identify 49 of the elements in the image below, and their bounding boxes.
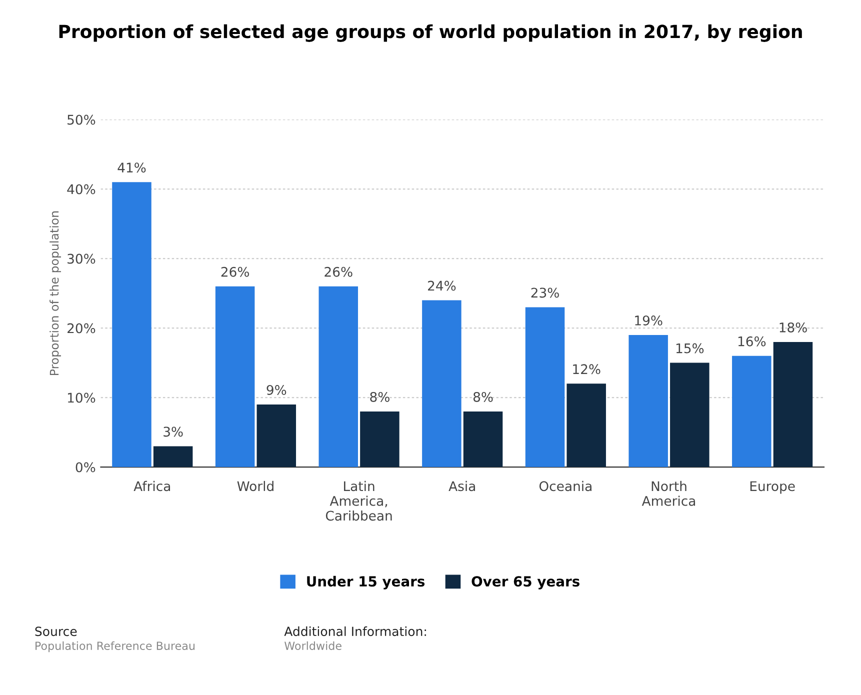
x-tick-label: Latin America, Caribbean: [326, 480, 392, 521]
text: Worldwide: [284, 641, 342, 650]
chart-title: Proportion of selected age groups of world population in 2017, by region: [59, 24, 802, 42]
bar: [112, 182, 152, 468]
bar: [566, 384, 606, 468]
x-tick-label: Oceania: [539, 480, 592, 492]
bar: [628, 334, 668, 468]
bar: [773, 342, 813, 468]
data-label: 24%: [428, 280, 456, 291]
data-label: 8%: [473, 392, 493, 402]
data-label: 15%: [676, 343, 704, 354]
y-tick-label: 10%: [68, 392, 96, 403]
bar: [422, 300, 462, 468]
data-label: 12%: [573, 364, 600, 374]
x-tick-label: World: [237, 480, 274, 492]
y-axis-title: Proportion of the population: [50, 211, 61, 375]
x-tick-label: North America: [642, 480, 696, 506]
bar: [463, 411, 503, 468]
bar: [318, 286, 358, 468]
data-label: 16%: [738, 336, 766, 346]
data-label: 19%: [635, 316, 662, 326]
y-tick-label: 30%: [68, 254, 96, 264]
bar: [670, 362, 710, 468]
text: Additional Information:: [284, 626, 426, 636]
data-label: 9%: [266, 385, 286, 395]
data-label: 18%: [780, 322, 807, 332]
bar: [256, 404, 296, 468]
data-label: 26%: [324, 266, 352, 277]
x-tick-label: Europe: [750, 481, 795, 494]
text: Population Reference Bureau: [36, 641, 194, 652]
bar: [153, 446, 193, 468]
data-label: 23%: [531, 288, 559, 298]
bar: [360, 411, 400, 468]
data-label: 26%: [221, 266, 249, 277]
bar: [525, 307, 565, 468]
data-label: 41%: [118, 162, 146, 173]
data-label: 8%: [370, 392, 390, 402]
legend-label: Under 15 years: [307, 576, 425, 590]
x-tick-label: Asia: [448, 480, 475, 492]
data-label: 3%: [164, 426, 183, 437]
legend-label: Over 65 years: [472, 576, 580, 590]
x-tick-label: Africa: [134, 480, 170, 492]
text: Source: [35, 626, 77, 636]
y-tick-label: 20%: [68, 323, 96, 334]
bar: [732, 356, 772, 468]
y-tick-label: 0%: [76, 462, 96, 472]
y-tick-label: 40%: [67, 184, 96, 194]
bar: [215, 286, 255, 468]
y-tick-label: 50%: [68, 114, 96, 125]
